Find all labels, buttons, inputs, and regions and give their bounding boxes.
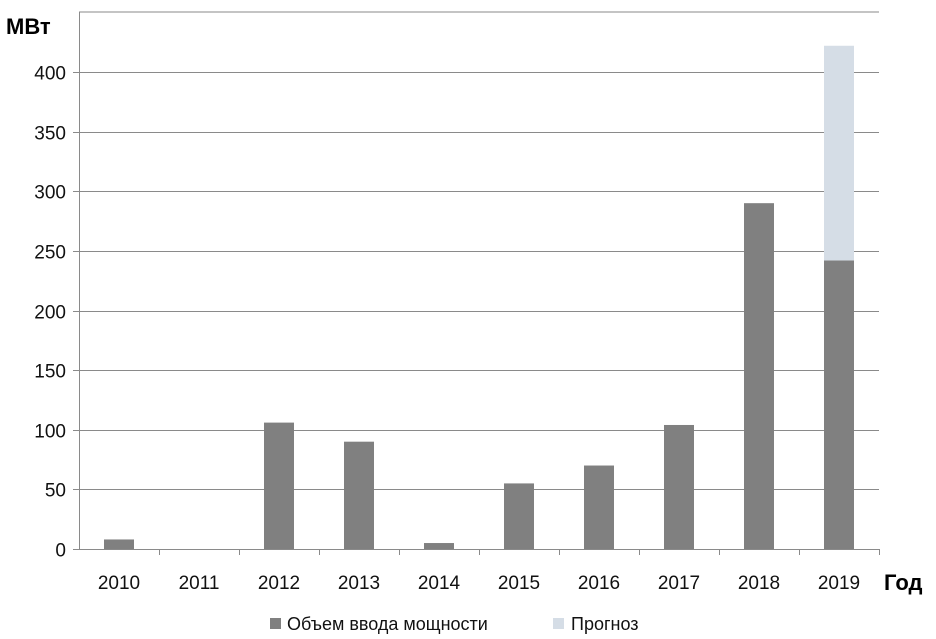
gridlines	[73, 11, 880, 555]
y-tick-label: 150	[34, 362, 66, 383]
bar-actual-2012	[264, 422, 294, 549]
bar-forecast-2019	[824, 45, 854, 261]
bar-actual-2010	[104, 539, 134, 549]
legend: Объем ввода мощности Прогноз	[270, 614, 639, 634]
y-tick-label: 50	[45, 481, 66, 502]
bar-actual-2016	[584, 465, 614, 549]
y-tick-label: 200	[34, 303, 66, 324]
bar-actual-2014	[424, 543, 454, 549]
x-tick-label: 2014	[418, 573, 461, 594]
y-tick-label: 300	[34, 183, 66, 204]
x-tick-label: 2011	[179, 573, 220, 594]
x-tick-label: 2019	[818, 573, 860, 594]
y-tick-label: 100	[34, 422, 66, 443]
axes	[79, 12, 879, 550]
bar-actual-2015	[504, 483, 534, 549]
y-tick-label: 350	[34, 124, 66, 145]
legend-label-forecast: Прогноз	[571, 614, 639, 634]
x-tick-label: 2018	[738, 573, 780, 594]
bar-actual-2018	[744, 203, 774, 550]
bars	[104, 45, 854, 550]
y-tick-label: 400	[34, 64, 66, 85]
x-tick-label: 2017	[658, 573, 700, 594]
x-tick-label: 2013	[338, 573, 380, 594]
bar-actual-2013	[344, 441, 374, 549]
y-tick-label: 250	[34, 243, 66, 264]
x-tick-label: 2010	[98, 573, 140, 594]
y-tick-label: 0	[55, 541, 66, 562]
bar-actual-2017	[664, 424, 694, 549]
legend-swatch-actual	[270, 618, 281, 629]
legend-swatch-forecast	[553, 618, 564, 629]
x-axis-title: Год	[884, 570, 923, 595]
x-tick-label: 2015	[498, 573, 540, 594]
x-tick-label: 2012	[258, 573, 300, 594]
legend-label-actual: Объем ввода мощности	[287, 614, 488, 634]
x-tick-label: 2016	[578, 573, 620, 594]
x-tick-labels: 2010 2011 2012 2013 2014 2015 2016 2017 2018 2019	[98, 573, 860, 594]
y-tick-labels: 0 50 100 150 200 250 300 350 400	[34, 64, 66, 562]
y-axis-title: МВт	[6, 14, 51, 39]
bar-actual-2019	[824, 260, 854, 549]
